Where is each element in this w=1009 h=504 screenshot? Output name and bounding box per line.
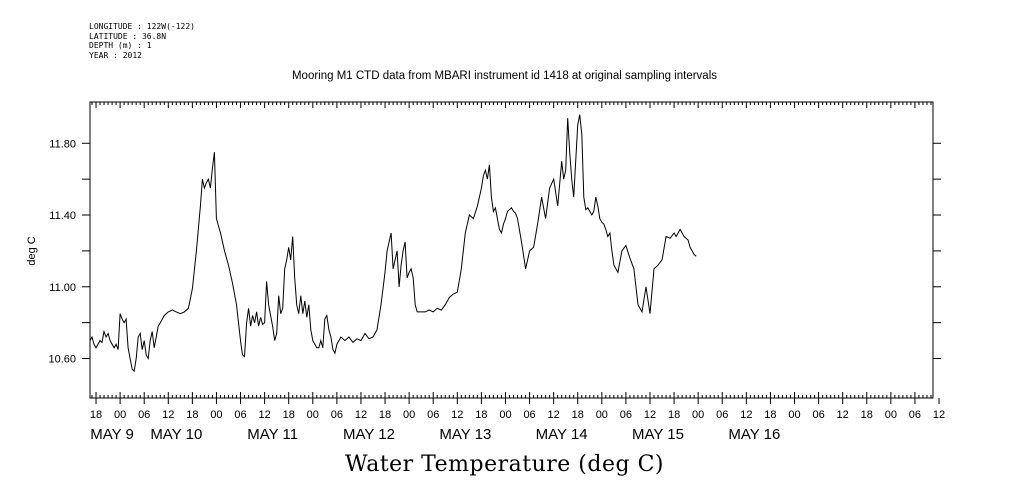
x-tick-label: 06 (523, 409, 535, 421)
y-axis: 10.60 11.00 11.40 11.80 (48, 138, 941, 366)
x-tick-label: 12 (355, 409, 367, 421)
x-tick-label: 00 (403, 409, 415, 421)
x-tick-label: 00 (114, 409, 126, 421)
x-tick-label: 18 (572, 409, 584, 421)
x-axis-label: Water Temperature (deg C) (345, 452, 664, 477)
x-tick-label: 06 (427, 409, 439, 421)
x-tick-label: 12 (933, 409, 945, 421)
meta-latitude: LATITUDE : 36.8N (89, 31, 167, 41)
x-day-label: MAY 15 (632, 426, 684, 443)
x-tick-label: 00 (499, 409, 511, 421)
x-tick-label: 00 (788, 409, 800, 421)
x-tick-label: 18 (90, 409, 102, 421)
plot-frame (89, 101, 934, 399)
x-day-label: MAY 11 (247, 426, 298, 443)
y-tick-label: 11.80 (49, 138, 76, 150)
x-day-label: MAY 12 (343, 426, 395, 443)
x-day-label: MAY 14 (536, 426, 588, 443)
x-tick-label: 18 (186, 409, 198, 421)
x-tick-label: 12 (644, 409, 656, 421)
x-tick-label: 00 (210, 409, 222, 421)
x-tick-label: 18 (475, 409, 487, 421)
x-tick-label: 18 (861, 409, 873, 421)
minor-ticks (91, 102, 932, 398)
x-tick-label: 06 (909, 409, 921, 421)
x-tick-label: 12 (451, 409, 463, 421)
x-day-label: MAY 16 (728, 426, 780, 443)
x-tick-label: 18 (379, 409, 391, 421)
meta-longitude: LONGITUDE : 122W(-122) (89, 22, 195, 31)
x-tick-label: 06 (812, 409, 824, 421)
series-line-water-temperature (89, 114, 697, 373)
x-day-label: MAY 10 (150, 426, 202, 443)
x-tick-label: 06 (331, 409, 343, 421)
x-axis: 18 00 06 12 18 00 06 12 18 00 06 12 18 00 06 12 18 00 06 12… (90, 398, 945, 443)
y-axis-label: deg C (26, 236, 38, 265)
x-tick-label: 18 (668, 409, 680, 421)
y-tick-label: 11.40 (49, 210, 76, 222)
chart-title: Mooring M1 CTD data from MBARI instrumen… (291, 70, 718, 82)
x-tick-label: 06 (716, 409, 728, 421)
y-tick-label: 11.00 (49, 282, 76, 294)
x-day-label: MAY 13 (439, 426, 491, 443)
y-tick-label: 10.60 (48, 354, 76, 366)
x-tick-label: 06 (234, 409, 246, 421)
x-tick-label: 00 (307, 409, 319, 421)
x-tick-label: 12 (740, 409, 752, 421)
x-tick-label: 12 (258, 409, 270, 421)
x-day-label: MAY 9 (90, 426, 134, 443)
x-tick-label: 06 (620, 409, 632, 421)
header-meta: LONGITUDE : 122W(-122) LATITUDE : 36.8N … (89, 22, 195, 60)
x-tick-label: 06 (138, 409, 150, 421)
x-tick-label: 12 (548, 409, 560, 421)
x-tick-label: 12 (837, 409, 849, 421)
x-tick-label: 00 (885, 409, 897, 421)
x-tick-label: 18 (283, 409, 295, 421)
meta-year: YEAR : 2012 (89, 50, 142, 60)
meta-depth: DEPTH (m) : 1 (89, 41, 152, 50)
x-tick-label: 00 (692, 409, 704, 421)
x-tick-label: 00 (596, 409, 608, 421)
x-tick-label: 12 (162, 409, 174, 421)
x-tick-label: 18 (764, 409, 776, 421)
